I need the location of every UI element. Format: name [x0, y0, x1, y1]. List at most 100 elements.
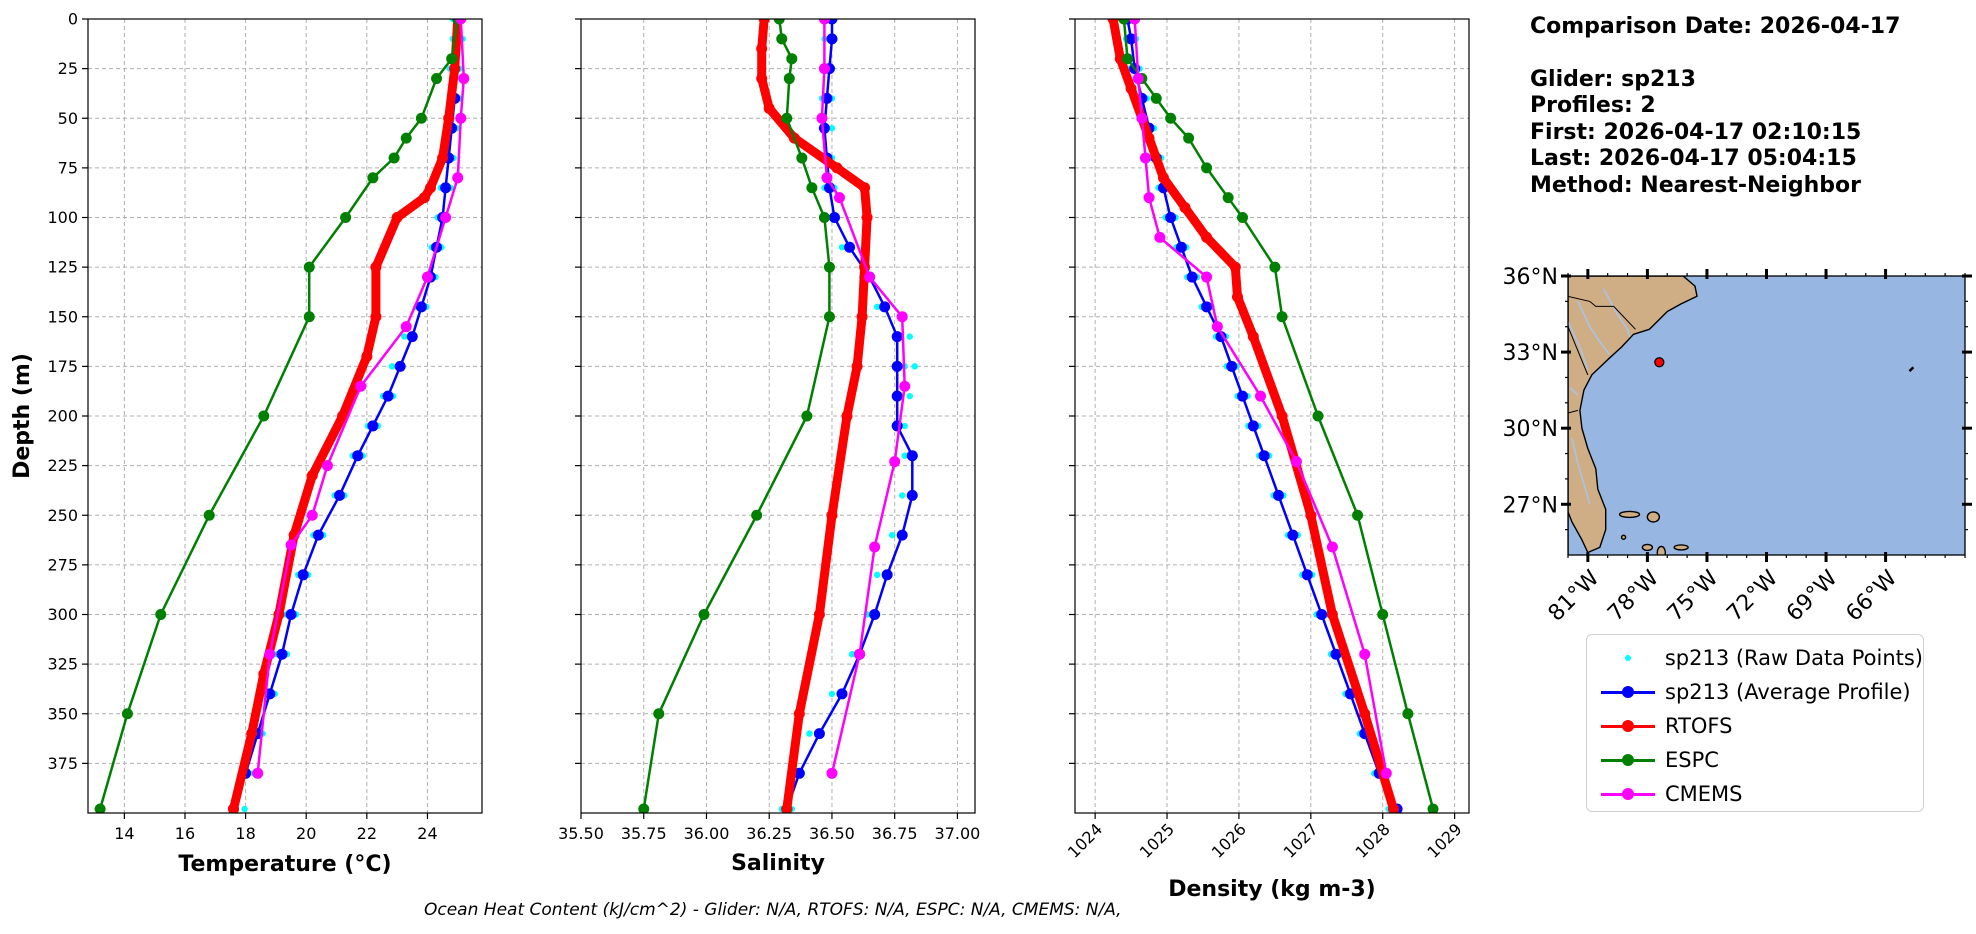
x-tick-label: 22 [357, 824, 377, 843]
series-line-cmems [820, 19, 906, 774]
series-marker [340, 212, 352, 223]
series-marker [793, 708, 805, 720]
x-tick-label: 1024 [1064, 820, 1106, 862]
y-tick-label: 125 [47, 258, 78, 277]
interpolation-method: Method: Nearest-Neighbor [1530, 172, 1861, 198]
series-marker [899, 380, 911, 392]
series-marker [1352, 509, 1364, 521]
series-marker [449, 63, 461, 75]
series-marker [906, 450, 918, 462]
x-tick-label: 36.75 [872, 824, 918, 843]
series-marker [1231, 291, 1243, 303]
series-marker [276, 648, 288, 660]
series-marker [891, 390, 903, 402]
series-marker [1276, 311, 1288, 323]
series-marker [303, 261, 315, 273]
series-marker [1129, 19, 1141, 25]
series-marker [638, 803, 650, 813]
series-marker [1427, 803, 1439, 813]
raw-data-point [828, 124, 836, 132]
series-marker [816, 112, 828, 124]
series-marker [879, 301, 891, 313]
series-marker [1107, 19, 1119, 25]
series-marker [1179, 202, 1191, 214]
series-marker [1139, 152, 1151, 164]
series-marker [306, 470, 318, 482]
series-marker [1326, 541, 1338, 553]
series-marker [891, 360, 903, 372]
x-tick-label: 1026 [1208, 820, 1250, 862]
series-marker [252, 767, 264, 779]
series-marker [781, 803, 793, 813]
series-marker [1330, 648, 1342, 660]
series-marker [1237, 390, 1249, 402]
raw-data-point [899, 492, 906, 499]
series-marker [1118, 19, 1130, 25]
series-marker [859, 182, 871, 194]
series-marker [1301, 569, 1313, 581]
series-marker [864, 271, 876, 283]
series-marker [1305, 509, 1317, 521]
series-marker [394, 360, 406, 372]
series-marker [1143, 192, 1155, 204]
series-marker [297, 569, 309, 581]
x-tick-label: 24 [417, 824, 437, 843]
x-tick-label: 14 [114, 824, 134, 843]
y-tick-label: 200 [47, 407, 78, 426]
y-tick-label: 375 [47, 754, 78, 773]
series-marker [285, 539, 297, 551]
series-marker [321, 460, 333, 472]
series-marker [818, 122, 830, 134]
series-marker [856, 311, 868, 323]
raw-data-point [848, 651, 856, 658]
legend-item-average: sp213 (Average Profile) [1587, 675, 1923, 709]
series-marker [836, 688, 848, 700]
series-marker [1269, 261, 1281, 273]
raw-data-point [901, 422, 908, 430]
series-marker [421, 271, 433, 283]
series-marker [896, 529, 908, 541]
glider-name: Glider: sp213 [1530, 66, 1696, 92]
legend-label: RTOFS [1665, 714, 1733, 738]
series-marker [370, 311, 382, 323]
series-marker [828, 212, 840, 223]
x-axis-label: Density (kg m-3) [1168, 877, 1376, 902]
series-marker [756, 43, 768, 55]
raw-data-point [828, 690, 836, 698]
series-marker [367, 420, 379, 432]
series-marker [440, 182, 452, 194]
series-marker [806, 182, 818, 194]
series-marker [896, 311, 908, 323]
series-marker [823, 311, 835, 323]
series-marker [1201, 271, 1213, 283]
raw-data-point [241, 805, 248, 813]
series-marker [1150, 92, 1162, 104]
series-marker [826, 767, 838, 779]
series-marker [264, 648, 276, 660]
series-marker [458, 73, 470, 85]
series-marker [370, 261, 382, 273]
series-marker [906, 489, 918, 501]
legend-label: sp213 (Raw Data Points) [1664, 646, 1923, 670]
series-marker [889, 456, 901, 468]
series-marker [400, 132, 412, 144]
series-marker [1359, 708, 1371, 720]
series-marker [1229, 261, 1241, 273]
series-marker [361, 350, 373, 362]
x-tick-label: 16 [175, 824, 195, 843]
series-marker [653, 708, 665, 720]
x-tick-label: 36.25 [746, 824, 792, 843]
series-marker [1154, 231, 1166, 243]
series-marker [424, 182, 436, 194]
profile-panel-3: 1024 1025 1026 1027 1028 1029 Density (kg m-3) [1064, 18, 1470, 902]
series-marker [1276, 410, 1288, 422]
legend-item-cmems: CMEMS [1587, 777, 1923, 811]
series-marker [400, 321, 412, 333]
legend: sp213 (Raw Data Points) sp213 (Average P… [1586, 634, 1924, 812]
series-line-espc [1122, 19, 1435, 810]
profile-panel-2: 35.50 35.75 36.00 36.25 36.50 36.75 37.00 Salin… [558, 18, 980, 876]
series-marker [1287, 529, 1299, 541]
last-profile-time: Last: 2026-04-17 05:04:15 [1530, 146, 1857, 171]
series-marker [367, 172, 379, 184]
